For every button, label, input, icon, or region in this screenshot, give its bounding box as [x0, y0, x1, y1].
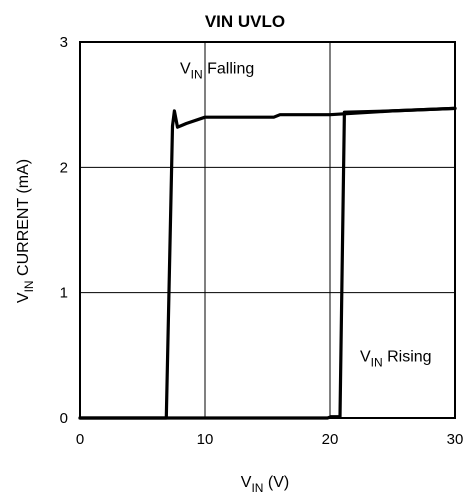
annotation-vin-rising: VIN Rising	[360, 349, 432, 370]
annotation-falling-sub: IN	[191, 67, 203, 81]
x-tick-label: 0	[76, 431, 84, 448]
grid-lines	[80, 42, 455, 418]
data-series	[78, 106, 457, 420]
y-axis-label-main: V	[15, 292, 32, 303]
plot-frame	[79, 41, 456, 419]
y-tick-label: 1	[60, 285, 68, 302]
series-line-2	[78, 106, 457, 420]
x-tick-label: 10	[197, 431, 214, 448]
y-axis-label: VIN CURRENT (mA)	[15, 159, 36, 303]
y-axis-label-sub: IN	[22, 280, 36, 292]
x-axis-label: VIN (V)	[241, 474, 289, 495]
x-tick-label: 20	[322, 431, 339, 448]
annotation-vin-falling: VIN Falling	[180, 60, 254, 81]
annotation-rising-sub: IN	[371, 356, 383, 370]
x-axis-label-sub: IN	[251, 481, 263, 495]
x-tick-label: 30	[447, 431, 464, 448]
y-tick-label: 3	[60, 34, 68, 51]
annotation-rising-rest: Rising	[383, 349, 432, 366]
series-line-1	[78, 106, 457, 420]
x-axis-label-rest: (V)	[263, 474, 289, 491]
tick-labels: 0 10 20 30 0 1 2 3	[60, 34, 464, 448]
y-tick-label: 2	[60, 159, 68, 176]
annotation-falling-main: V	[180, 60, 191, 77]
y-tick-label: 0	[60, 410, 68, 427]
annotation-falling-rest: Falling	[203, 60, 255, 77]
chart-title: VIN UVLO	[205, 12, 285, 31]
x-axis-label-main: V	[241, 474, 252, 491]
y-axis-label-rest: CURRENT (mA)	[15, 159, 32, 280]
annotation-rising-main: V	[360, 349, 371, 366]
